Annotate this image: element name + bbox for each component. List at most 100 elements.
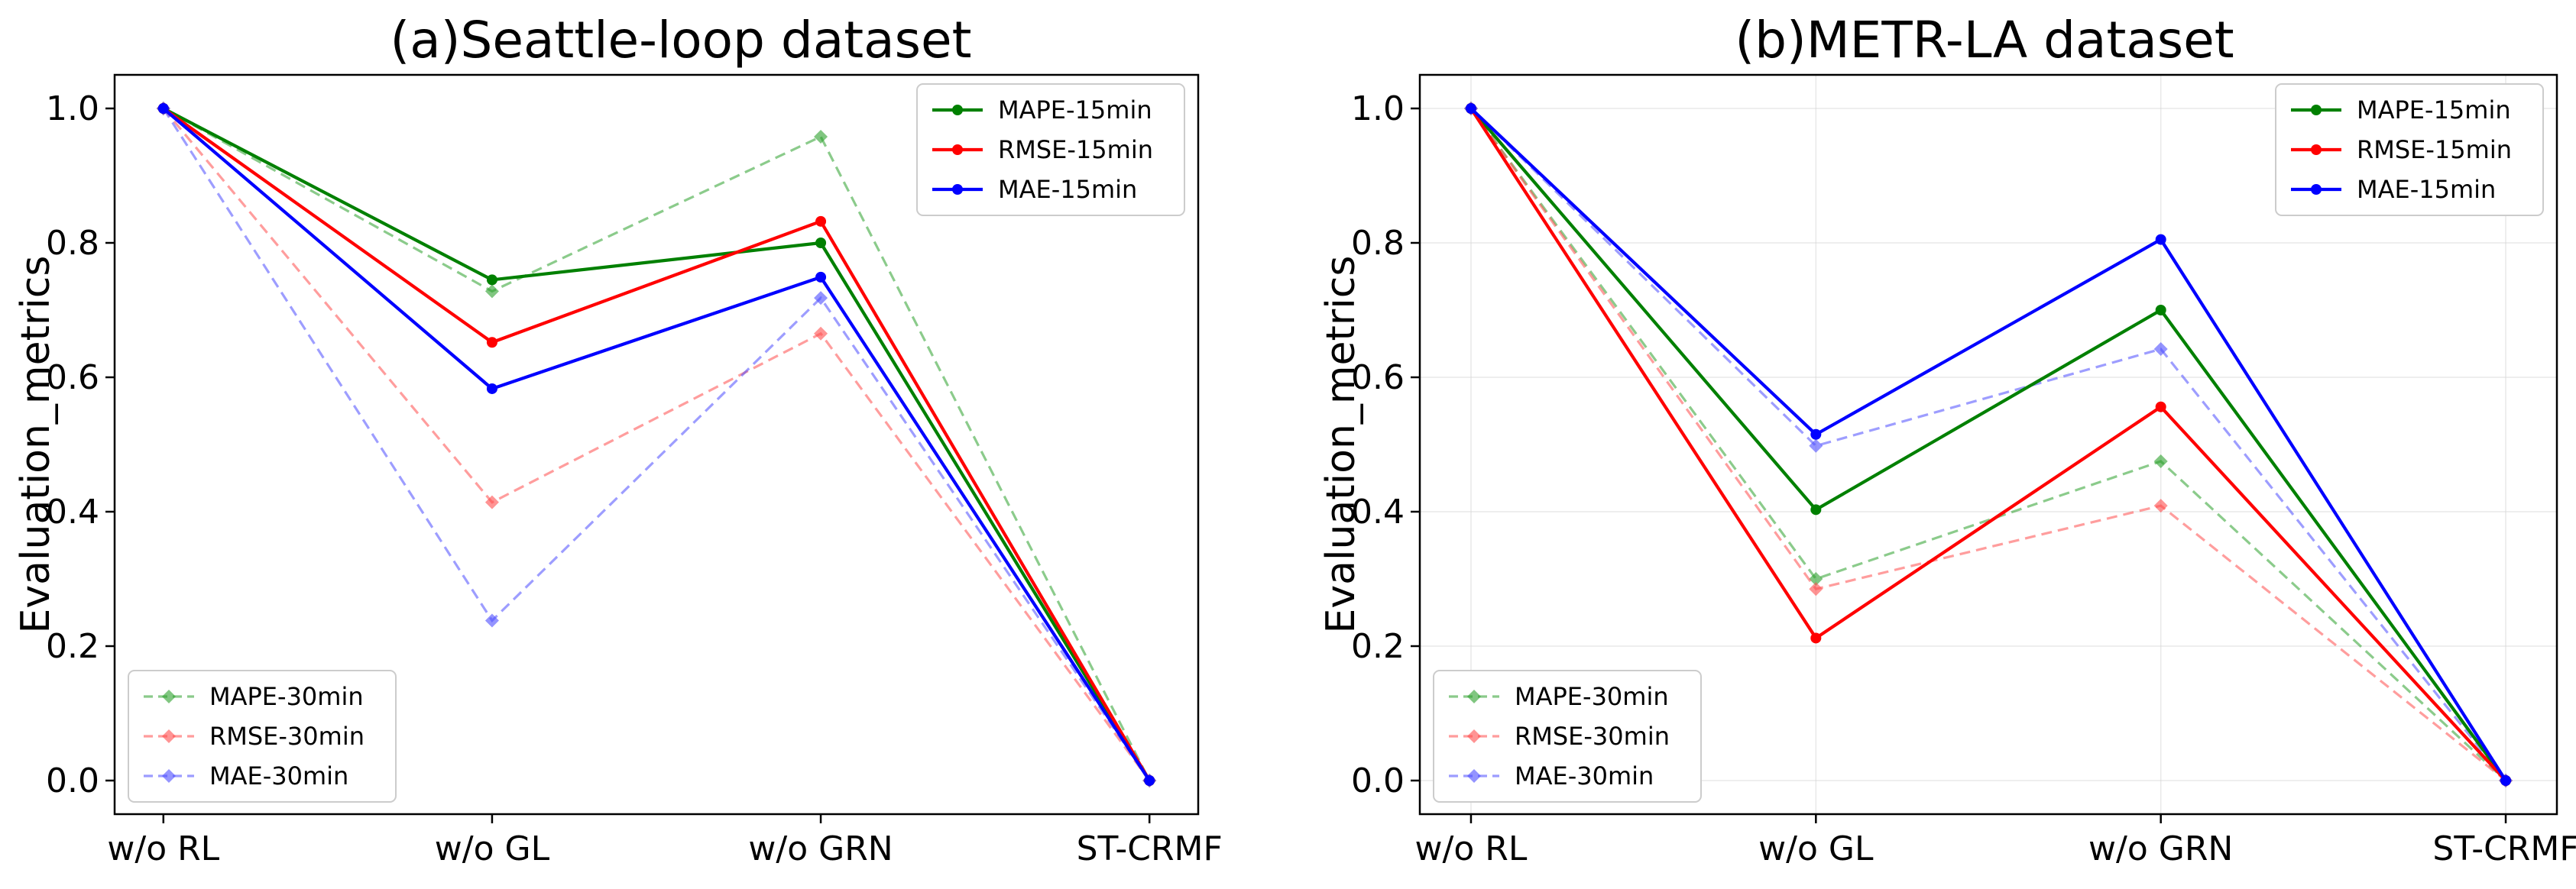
- data-point-rmse-15min: [486, 337, 497, 348]
- legend-marker: [1467, 769, 1481, 783]
- data-point-mae-30min: [814, 291, 828, 305]
- x-tick-label: w/o GL: [1758, 829, 1874, 868]
- data-point-rmse-30min: [814, 326, 828, 341]
- legend-box: [128, 670, 397, 803]
- series-mae-15min: [1465, 103, 2512, 786]
- legend-marker: [162, 729, 176, 743]
- data-point-mape-15min: [815, 238, 827, 248]
- legend-entry-label: MAPE-15min: [2357, 95, 2511, 124]
- y-tick-label: 0.2: [1351, 627, 1405, 666]
- legend-marker: [162, 769, 176, 783]
- y-tick-label: 0.8: [1351, 224, 1405, 263]
- y-tick-label: 1.0: [1351, 89, 1405, 128]
- chart-title: (b)METR-LA dataset: [1735, 11, 2234, 70]
- plot-frame: [1418, 73, 2558, 816]
- data-point-mae-15min: [815, 271, 827, 283]
- legend-marker: [1467, 690, 1481, 703]
- data-point-rmse-30min: [484, 495, 499, 509]
- data-point-mae-15min: [1144, 775, 1155, 786]
- y-axis-label: Evaluation_metrics: [13, 256, 59, 634]
- legend-marker: [952, 184, 963, 195]
- x-tick-label: ST-CRMF: [1077, 829, 1223, 868]
- legend-entry-label: MAE-30min: [209, 761, 348, 790]
- legend-marker: [952, 144, 963, 155]
- data-point-mape-30min: [1809, 572, 1823, 586]
- legend-marker: [952, 105, 963, 115]
- y-tick-label: 0.0: [46, 761, 99, 800]
- legend-marker: [162, 690, 176, 703]
- legend-lower-left: MAPE-30min RMSE-30min MAE-30min: [128, 670, 397, 803]
- legend-marker: [2311, 144, 2322, 155]
- series-line-mape-15min: [162, 107, 1151, 782]
- series-line-mae-30min: [162, 108, 1151, 781]
- x-tick-label: w/o GRN: [748, 829, 893, 868]
- series-line-rmse-30min: [162, 107, 1151, 781]
- data-point-mae-30min: [484, 613, 499, 628]
- data-point-mape-30min: [484, 284, 499, 299]
- legend-entry-label: RMSE-30min: [209, 722, 365, 751]
- legend-upper-right: MAPE-15min RMSE-15min MAE-15min: [2275, 83, 2544, 216]
- legend-entry-label: MAPE-15min: [998, 95, 1152, 124]
- y-tick-label: 0.4: [1351, 493, 1405, 532]
- legend-entry-label: RMSE-30min: [1515, 722, 1670, 751]
- x-tick-label: w/o GRN: [2088, 829, 2233, 868]
- legend-entry-label: MAPE-30min: [1515, 682, 1669, 711]
- data-point-mae-15min: [2155, 234, 2166, 245]
- chart-title: (a)Seattle-loop dataset: [390, 11, 972, 70]
- data-point-mae-15min: [1465, 103, 1476, 114]
- y-tick-label: 0.6: [1351, 358, 1405, 397]
- data-point-mae-15min: [157, 103, 169, 114]
- y-tick-label: 0.0: [1351, 761, 1405, 800]
- legend-box: [2275, 83, 2544, 216]
- data-point-mape-30min: [2153, 454, 2168, 468]
- data-point-mape-15min: [486, 274, 497, 286]
- legend-upper-right: MAPE-15min RMSE-15min MAE-15min: [916, 83, 1185, 216]
- series-line-mape-30min: [1469, 108, 2507, 782]
- legend-entry-label: MAE-15min: [2357, 175, 2496, 204]
- chart-1: (b)METR-LA dataset 0.0 0.2 0.4 0.6 0.8 1.0 w/o …: [1318, 11, 2576, 868]
- legend-entry-label: MAE-15min: [998, 175, 1137, 204]
- legend-marker: [2311, 184, 2322, 195]
- series-line-mae-15min: [162, 107, 1151, 782]
- y-tick-label: 1.0: [46, 89, 99, 128]
- x-tick-label: w/o RL: [107, 829, 219, 868]
- y-tick-label: 0.4: [46, 493, 99, 532]
- legend-lower-left: MAPE-30min RMSE-30min MAE-30min: [1433, 670, 1702, 803]
- legend-entry-label: RMSE-15min: [2357, 135, 2512, 164]
- series-line-rmse-15min: [162, 107, 1152, 782]
- series-line-mape-15min: [1469, 107, 2507, 782]
- data-point-mae-15min: [2500, 775, 2512, 786]
- data-point-rmse-15min: [815, 215, 827, 227]
- data-point-mape-15min: [1810, 504, 1822, 516]
- data-point-mape-15min: [2155, 305, 2166, 315]
- x-tick-label: ST-CRMF: [2432, 829, 2576, 868]
- data-point-rmse-30min: [1809, 582, 1823, 596]
- legend-marker: [1467, 729, 1481, 743]
- data-point-rmse-15min: [1810, 632, 1822, 644]
- legend-marker: [2311, 105, 2322, 115]
- data-point-mae-30min: [2153, 342, 2168, 357]
- data-point-rmse-15min: [2155, 401, 2166, 412]
- data-point-mae-30min: [1809, 438, 1823, 453]
- y-axis-label: Evaluation_metrics: [1318, 256, 1364, 634]
- legend-box: [1433, 670, 1702, 803]
- series-line-mae-30min: [1469, 107, 2507, 781]
- data-point-rmse-30min: [2153, 499, 2168, 513]
- legend-entry-label: RMSE-15min: [998, 135, 1153, 164]
- series-line-mae-15min: [1469, 107, 2507, 782]
- legend-entry-label: MAE-30min: [1515, 761, 1654, 790]
- legend-box: [916, 83, 1185, 216]
- y-tick-label: 0.8: [46, 224, 99, 263]
- data-point-mape-30min: [814, 129, 828, 144]
- data-point-mae-15min: [486, 383, 497, 394]
- series-line-rmse-30min: [1469, 108, 2507, 782]
- data-point-mae-15min: [1810, 428, 1822, 440]
- plot-frame: [113, 73, 1200, 816]
- y-tick-label: 0.2: [46, 627, 99, 666]
- x-tick-label: w/o RL: [1415, 829, 1528, 868]
- series-line-mape-30min: [163, 107, 1151, 781]
- legend-entry-label: MAPE-30min: [209, 682, 364, 711]
- series-line-rmse-15min: [1469, 107, 2507, 782]
- x-tick-label: w/o GL: [435, 829, 550, 868]
